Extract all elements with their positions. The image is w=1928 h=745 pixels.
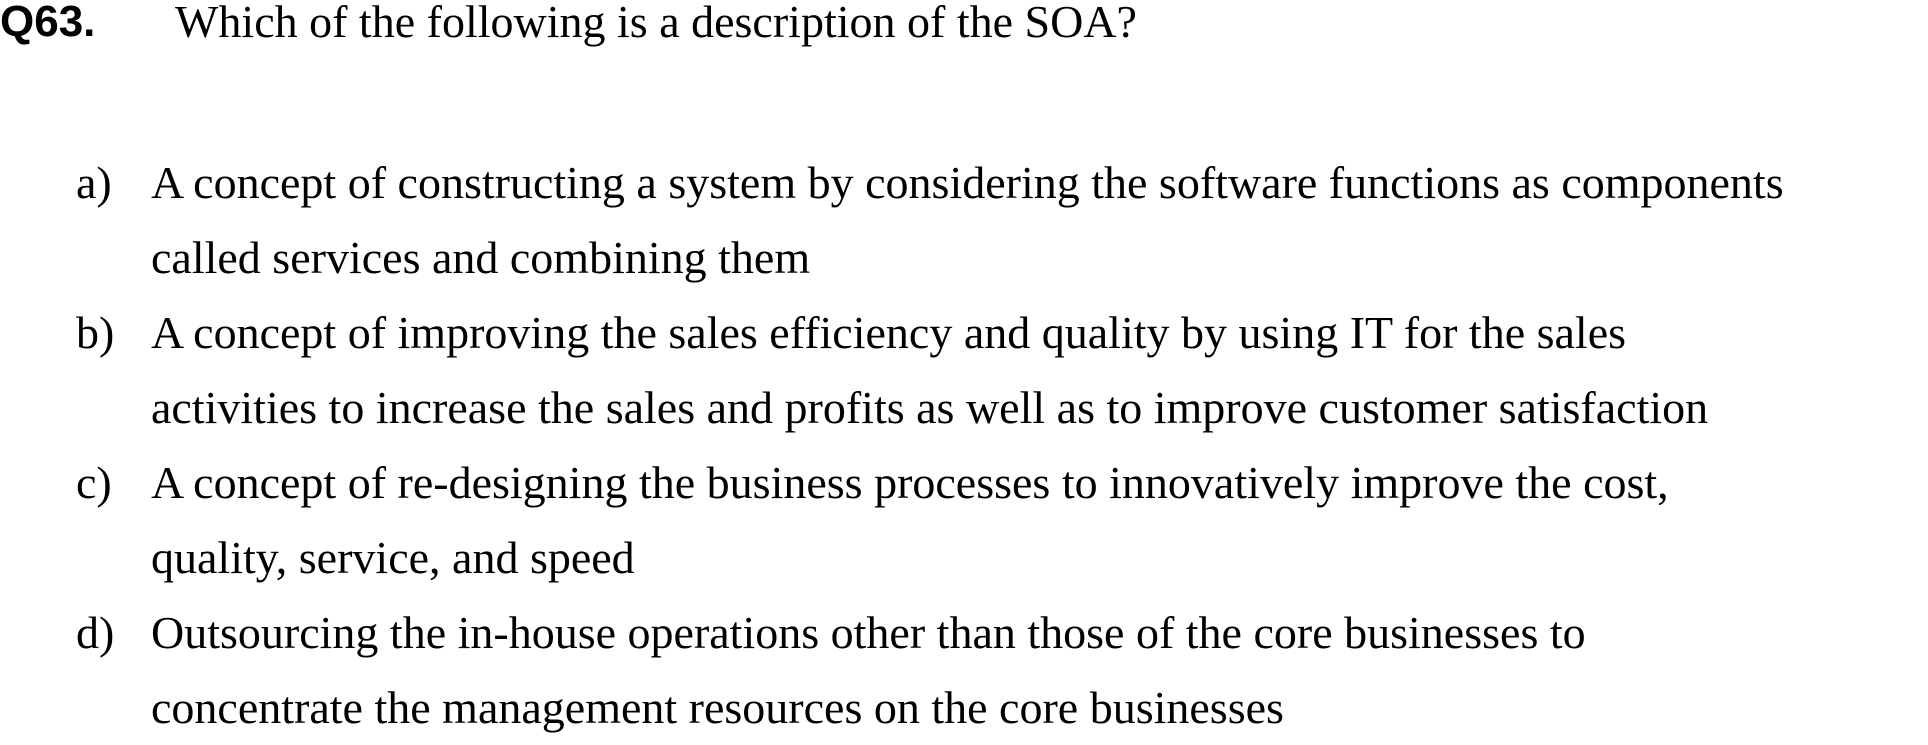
option-text-line: called services and combining them <box>151 232 811 283</box>
option-d: d) Outsourcing the in-house operations o… <box>0 595 1928 745</box>
option-text-line: A concept of constructing a system by co… <box>151 157 1784 208</box>
option-text: A concept of re-designing the business p… <box>151 445 1928 595</box>
option-letter: c) <box>76 457 112 508</box>
option-c: c) A concept of re-designing the busines… <box>0 445 1928 595</box>
option-text-line: concentrate the management resources on … <box>151 682 1284 733</box>
question-header: Q63. Which of the following is a descrip… <box>0 0 1928 47</box>
option-a: a) A concept of constructing a system by… <box>0 145 1928 295</box>
option-text-line: Outsourcing the in-house operations othe… <box>151 607 1586 658</box>
option-text-line: activities to increase the sales and pro… <box>151 382 1709 433</box>
option-text-line: quality, service, and speed <box>151 532 635 583</box>
option-text-line: A concept of improving the sales efficie… <box>151 307 1627 358</box>
question-text: Which of the following is a description … <box>175 0 1137 47</box>
option-text-line: A concept of re-designing the business p… <box>151 457 1669 508</box>
option-letter: d) <box>76 607 115 658</box>
answer-options: a) A concept of constructing a system by… <box>0 145 1928 745</box>
option-letter: b) <box>76 307 115 358</box>
question-number: Q63. <box>0 0 96 46</box>
option-text: A concept of constructing a system by co… <box>151 145 1928 295</box>
option-text: A concept of improving the sales efficie… <box>151 295 1928 445</box>
option-text: Outsourcing the in-house operations othe… <box>151 595 1928 745</box>
option-b: b) A concept of improving the sales effi… <box>0 295 1928 445</box>
option-letter: a) <box>76 157 112 208</box>
